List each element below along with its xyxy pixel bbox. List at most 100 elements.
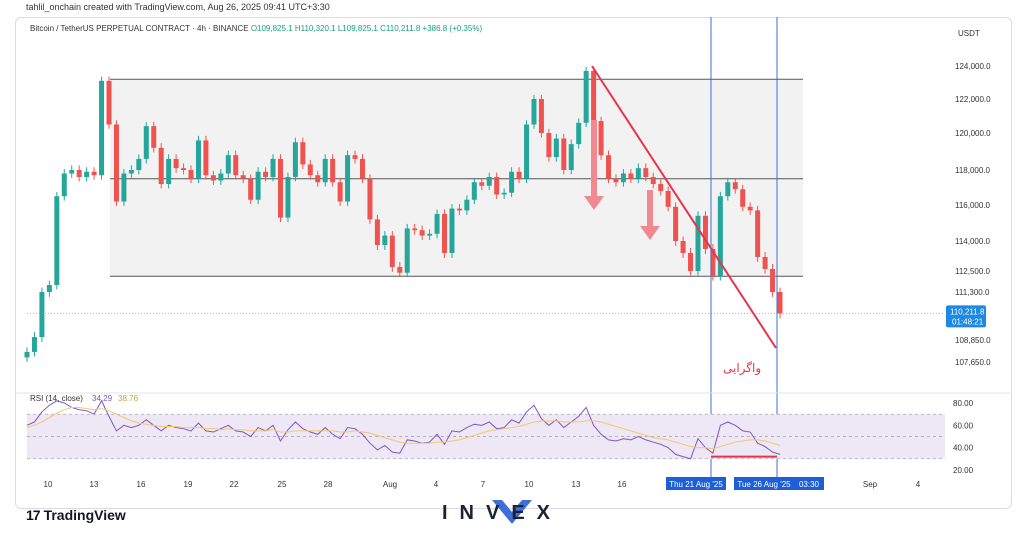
candle-body <box>770 269 776 292</box>
candle-body <box>195 140 201 179</box>
candle-body <box>225 155 231 174</box>
candle-body <box>255 171 261 200</box>
last-price-badge <box>946 305 986 328</box>
candle-body <box>509 171 515 193</box>
rsi-tick-label: 80.00 <box>953 399 974 408</box>
x-axis-label: 10 <box>44 480 53 489</box>
candle-body <box>702 215 708 249</box>
candle-body <box>524 124 530 179</box>
x-axis-label: 03:30 <box>799 480 820 489</box>
candle-body <box>725 182 731 197</box>
rsi-tick-label: 60.00 <box>953 421 974 430</box>
candle-body <box>374 219 380 245</box>
candle-body <box>330 158 336 183</box>
candle-body <box>553 138 559 158</box>
x-axis-label: 22 <box>230 480 239 489</box>
candle-body <box>740 189 746 207</box>
countdown-label: 01:48:21 <box>952 317 984 326</box>
candle-body <box>561 138 567 170</box>
candle-body <box>546 133 552 158</box>
candle-body <box>583 70 589 123</box>
divergence-annotation: واگرایی <box>723 361 761 376</box>
candle-body <box>389 235 395 267</box>
candle-body <box>762 257 768 269</box>
price-tick-label: 107,650.0 <box>955 358 991 367</box>
candle-body <box>732 182 738 190</box>
candle-body <box>434 214 440 234</box>
candle-body <box>576 122 582 145</box>
candle-body <box>538 99 544 133</box>
tradingview-logo: 17 TradingView <box>26 507 126 523</box>
candle-body <box>717 196 723 277</box>
range-box <box>110 79 803 277</box>
candle-body <box>166 158 172 184</box>
candle-body <box>650 177 656 184</box>
invex-watermark: INVEX <box>442 494 582 534</box>
candle-body <box>84 171 90 177</box>
candle-body <box>300 142 306 165</box>
candle-body <box>747 206 753 211</box>
candle-body <box>24 351 30 358</box>
candle-body <box>292 142 298 177</box>
x-axis-label: 16 <box>618 480 627 489</box>
tradingview-icon: 17 <box>26 507 41 523</box>
rsi-tick-label: 20.00 <box>953 466 974 475</box>
candle-body <box>277 158 283 218</box>
candle-body <box>337 182 343 202</box>
candle-body <box>412 228 418 231</box>
candle-body <box>76 170 82 177</box>
x-axis-highlight <box>794 477 824 490</box>
candle-body <box>54 196 60 285</box>
candle-body <box>673 206 679 241</box>
candle-body <box>598 121 604 156</box>
candle-body <box>620 173 626 183</box>
candle-body <box>404 228 410 273</box>
candle-body <box>345 155 351 202</box>
x-axis-label: Tue 26 Aug '25 <box>737 480 791 489</box>
candle-body <box>46 285 52 292</box>
candle-body <box>315 175 321 183</box>
candle-body <box>158 147 164 184</box>
candle-body <box>635 168 641 179</box>
last-price-label: 110,211.8 <box>950 307 985 316</box>
x-axis-label: Aug <box>383 480 397 489</box>
candle-body <box>397 267 403 273</box>
candle-body <box>143 126 149 159</box>
candle-body <box>419 230 425 236</box>
rsi-line <box>26 399 781 460</box>
candle-body <box>128 170 134 174</box>
candle-body <box>31 337 37 352</box>
price-tick-label: 108,850.0 <box>955 336 991 345</box>
candle-body <box>710 249 716 277</box>
candle-body <box>680 241 686 253</box>
price-tick-label: 112,500.0 <box>955 267 991 276</box>
rsi-label: RSI (14, close) <box>30 394 83 403</box>
candle-body <box>449 208 455 253</box>
tradingview-wordmark: TradingView <box>43 507 126 523</box>
candle-body <box>486 177 492 186</box>
candle-body <box>203 140 209 176</box>
candle-body <box>106 80 112 125</box>
x-axis-label: 28 <box>324 480 333 489</box>
candle-body <box>307 164 313 176</box>
price-tick-label: 122,000.0 <box>955 95 991 104</box>
x-axis-label: 10 <box>525 480 534 489</box>
candle-body <box>181 168 187 170</box>
candle-body <box>755 210 761 257</box>
candle-body <box>69 170 75 174</box>
invex-v-icon <box>492 500 532 524</box>
candle-body <box>516 171 522 179</box>
candle-body <box>210 175 216 181</box>
candle-body <box>188 170 194 179</box>
candle-body <box>121 173 127 202</box>
x-axis-label: 19 <box>184 480 193 489</box>
candle-body <box>643 168 649 177</box>
candle-body <box>568 144 574 170</box>
symbol-title-bar: Bitcoin / TetherUS PERPETUAL CONTRACT · … <box>30 24 482 33</box>
candle-body <box>39 292 45 338</box>
trendline <box>591 65 777 349</box>
candle-body <box>352 155 358 159</box>
candle-body <box>427 233 433 236</box>
x-axis-label: 25 <box>278 480 287 489</box>
